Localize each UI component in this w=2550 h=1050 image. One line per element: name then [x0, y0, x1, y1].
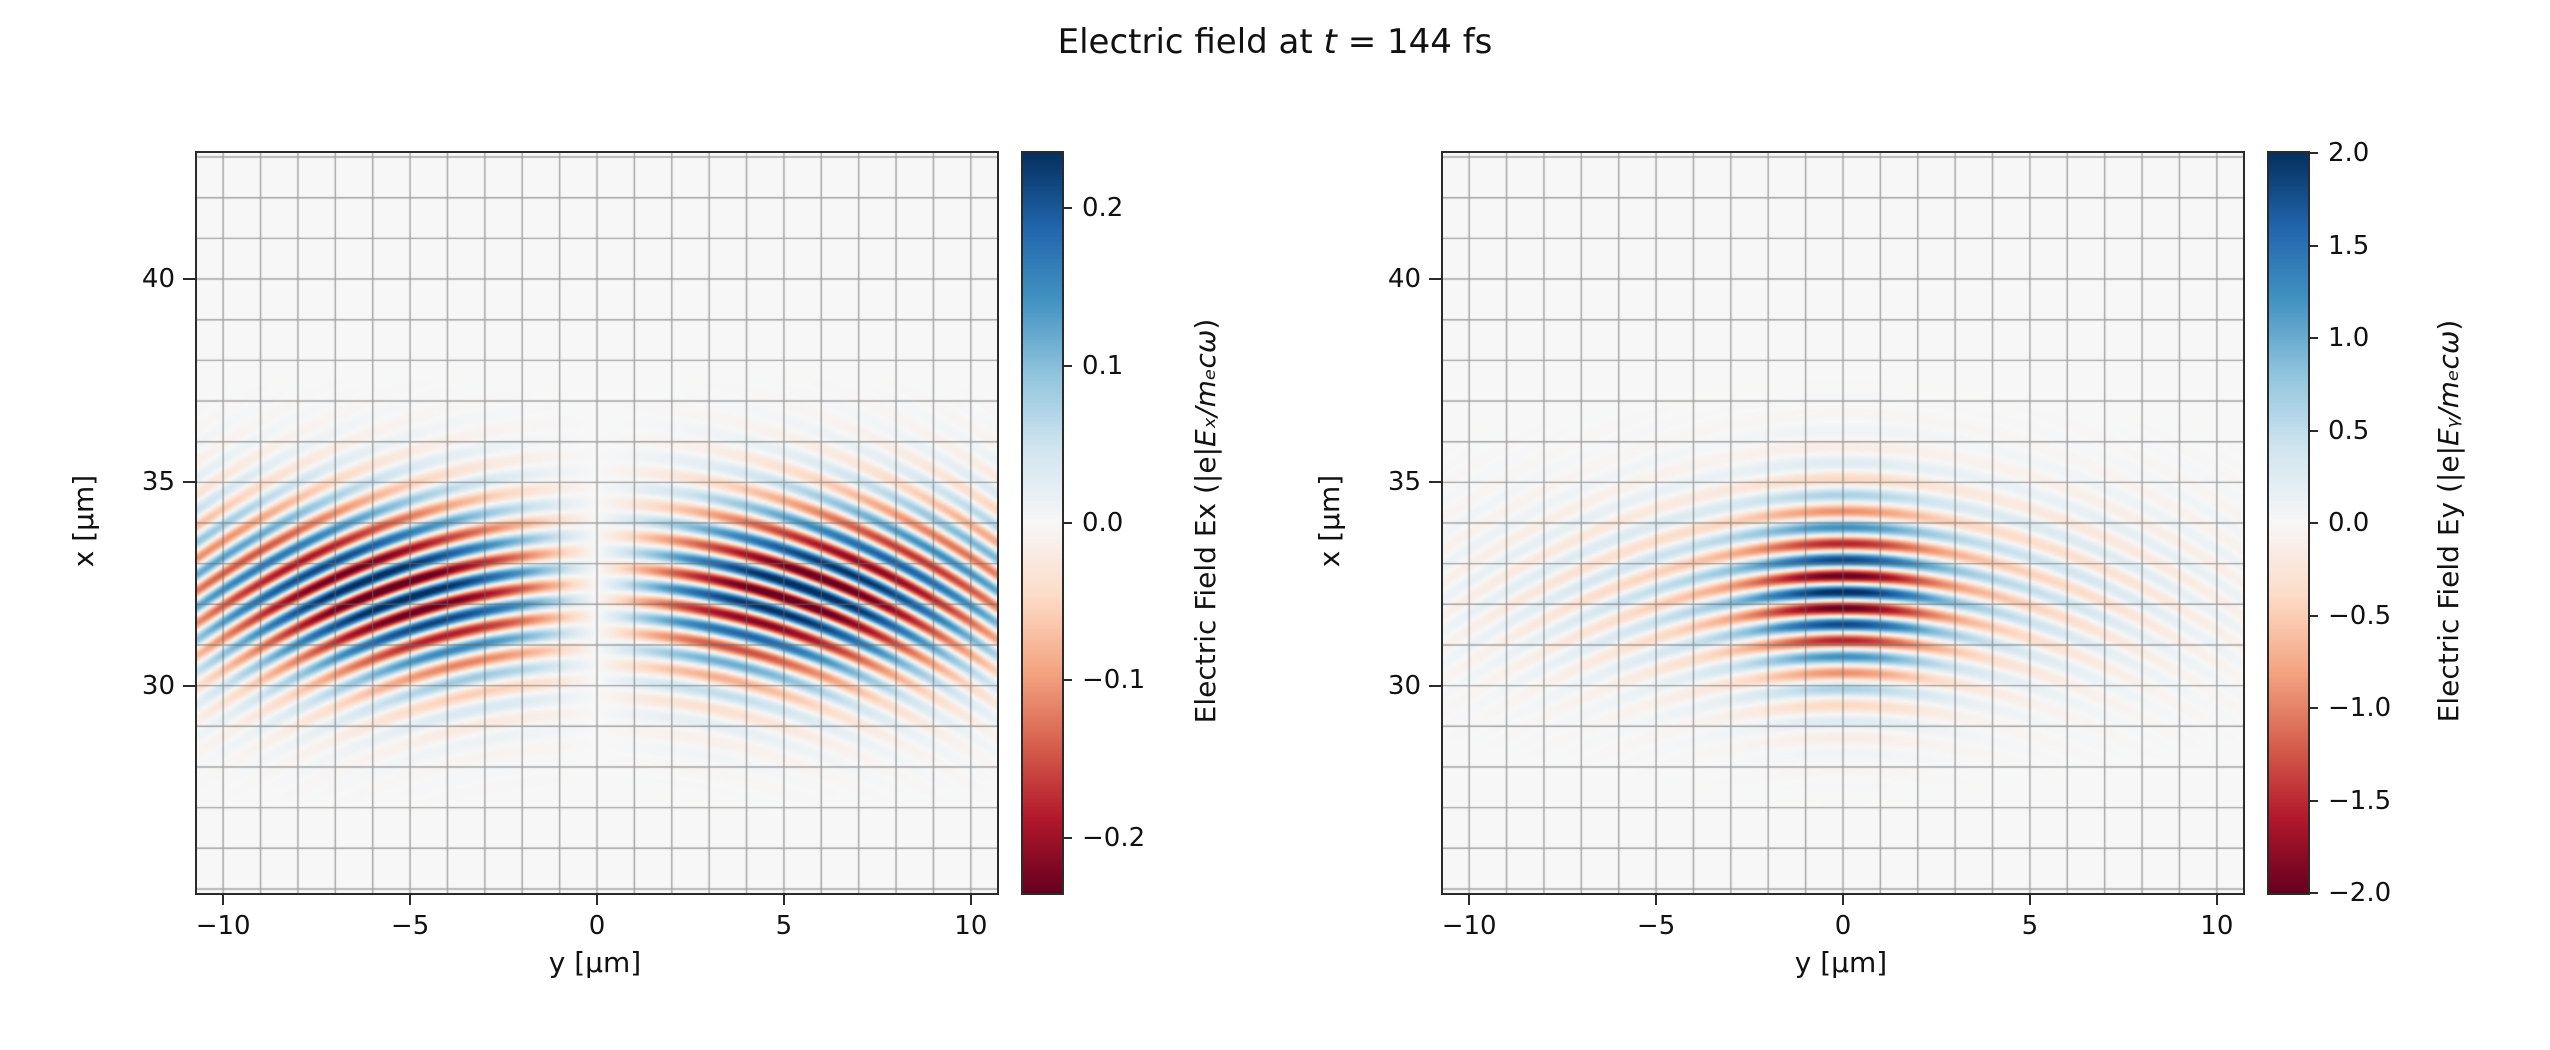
x-tick [222, 893, 225, 905]
y-tick [1429, 684, 1441, 687]
y-tick-label: 35 [141, 467, 175, 498]
ylabel-ex: x [μm] [67, 474, 100, 568]
x-tick [1655, 893, 1658, 905]
colorbar-label-ex-suffix: ) [1189, 318, 1222, 330]
xlabel-ey: y [μm] [1794, 946, 1888, 979]
x-tick [1842, 893, 1844, 905]
colorbar-tick-label: 0.2 [1082, 193, 1124, 224]
title-suffix: = 144 fs [1336, 22, 1493, 62]
colorbar-tick-label: 0.0 [1082, 508, 1124, 538]
y-tick [183, 684, 195, 687]
colorbar-tick-label: 2.0 [2328, 138, 2370, 168]
figure-title: Electric field at t = 144 fs [0, 22, 2550, 62]
x-tick [2215, 893, 2218, 905]
colorbar-tick-label: −2.0 [2328, 878, 2392, 908]
colorbar-tick-label: −0.5 [2328, 600, 2392, 631]
colorbar-label-ex: Electric Field Ex (|e|Eₓ/mₑcω) [1189, 318, 1222, 724]
x-tick-label: 10 [954, 911, 988, 941]
colorbar-ey-canvas [2269, 153, 2308, 893]
x-tick [409, 893, 412, 905]
x-tick-label: −10 [195, 911, 251, 941]
colorbar-tick [1062, 679, 1072, 682]
x-tick [2028, 893, 2031, 905]
colorbar-tick [2308, 614, 2318, 617]
colorbar-ex-canvas [1023, 153, 1062, 893]
ylabel-ey: x [μm] [1313, 474, 1346, 568]
title-variable: t [1323, 22, 1337, 62]
xlabel-ex: y [μm] [548, 946, 642, 979]
colorbar-tick-label: −1.5 [2328, 785, 2392, 816]
heatmap-panel-ex: −10 −5 0 5 10 30 35 40 [142, 151, 999, 939]
colorbar-tick-label: 1.5 [2328, 230, 2370, 261]
y-tick-label: 30 [1387, 670, 1421, 701]
colorbar-tick-label: −0.1 [1082, 665, 1146, 696]
x-tick-label: −10 [1441, 911, 1497, 941]
x-tick-label: 5 [775, 911, 793, 941]
y-tick [1429, 481, 1441, 484]
heatmap-panel-ey: −10 −5 0 5 10 30 35 40 [1388, 151, 2245, 939]
colorbar-tick [2308, 799, 2318, 802]
title-prefix: Electric field at [1057, 22, 1324, 62]
colorbar-tick [1062, 836, 1072, 839]
x-tick [969, 893, 972, 905]
y-tick [183, 481, 195, 484]
colorbar-tick [2308, 337, 2318, 339]
colorbar-tick [1062, 522, 1072, 524]
colorbar-tick-label: 0.0 [2328, 508, 2370, 538]
colorbar-label-ex-math: Eₓ/mₑcω [1189, 329, 1222, 447]
heatmap-ey-canvas [1443, 153, 2243, 893]
colorbar-tick [2308, 707, 2318, 709]
x-tick-label: −5 [1636, 911, 1676, 941]
y-tick [183, 278, 195, 281]
colorbar-tick [1062, 207, 1072, 210]
colorbar-tick [2308, 152, 2318, 154]
y-tick-label: 40 [141, 264, 175, 295]
colorbar-tick [2308, 429, 2318, 432]
colorbar-tick-label: 0.1 [1082, 350, 1124, 381]
colorbar-label-ey-suffix: ) [2432, 319, 2465, 331]
colorbar-label-ey-prefix: Electric Field Ey (|e| [2432, 445, 2465, 723]
colorbar-tick-label: −0.2 [1082, 822, 1146, 853]
x-tick-label: 5 [2021, 911, 2039, 941]
colorbar-tick-label: −1.0 [2328, 693, 2392, 723]
y-tick-label: 30 [141, 670, 175, 701]
colorbar-ex: 0.2 0.1 0.0 −0.1 −0.2 [1021, 151, 1145, 895]
colorbar-tick-label: 1.0 [2328, 323, 2370, 353]
x-tick-label: 0 [1834, 911, 1852, 941]
colorbar-tick [2308, 522, 2318, 524]
x-tick-label: 0 [588, 911, 606, 941]
heatmap-ex-canvas [197, 153, 997, 893]
colorbar-label-ex-prefix: Electric Field Ex (|e| [1189, 446, 1222, 724]
x-tick [1468, 893, 1471, 905]
y-tick-label: 40 [1387, 264, 1421, 295]
x-tick [596, 893, 598, 905]
colorbar-tick [2308, 892, 2318, 894]
x-tick [782, 893, 785, 905]
colorbar-tick [1062, 364, 1072, 367]
colorbar-ey: 2.0 1.5 1.0 0.5 0.0 −0.5 −1.0 −1.5 −2.0 [2267, 140, 2391, 906]
x-tick-label: 10 [2200, 911, 2234, 941]
y-tick [1429, 278, 1441, 281]
colorbar-tick [2308, 244, 2318, 247]
y-tick-label: 35 [1387, 467, 1421, 498]
colorbar-label-ey-math: Eᵧ/mₑcω [2432, 330, 2465, 446]
colorbar-tick-label: 0.5 [2328, 415, 2370, 446]
x-tick-label: −5 [390, 911, 430, 941]
colorbar-label-ey: Electric Field Ey (|e|Eᵧ/mₑcω) [2432, 319, 2465, 723]
